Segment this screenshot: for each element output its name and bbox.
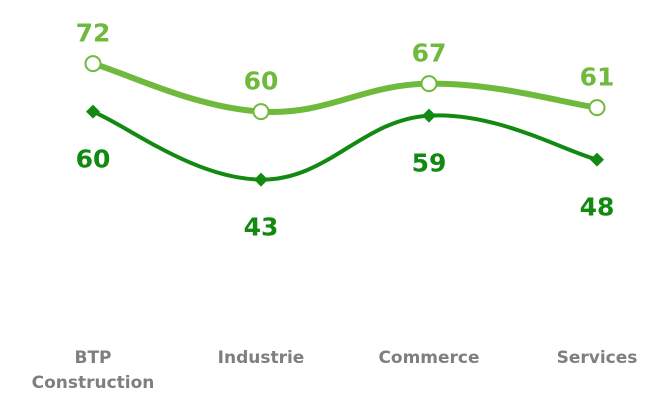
series-2-data-label-2: 43 xyxy=(244,213,279,242)
series-lines xyxy=(90,60,600,182)
category-axis-labels: BTP Construction Industrie Commerce Services xyxy=(32,348,638,393)
series-1-point-1 xyxy=(84,55,102,73)
series-1-point-3 xyxy=(420,75,438,93)
series-1-data-label-1: 72 xyxy=(76,19,111,48)
series-2-data-label-3: 59 xyxy=(412,149,447,178)
series-2-point-3 xyxy=(422,108,436,123)
series-2-line xyxy=(91,109,599,182)
category-label-1: BTP Construction xyxy=(32,348,155,393)
series-markers xyxy=(84,55,606,187)
series-1-point-2 xyxy=(252,103,270,121)
series-2-data-label-4: 48 xyxy=(580,193,615,222)
category-label-2: Industrie xyxy=(218,348,305,368)
series-1-line xyxy=(90,60,600,115)
series-1-data-label-4: 61 xyxy=(580,63,615,92)
series-2-point-1 xyxy=(86,104,100,119)
series-2-data-label-1: 60 xyxy=(76,145,111,174)
category-label-4: Services xyxy=(557,348,638,368)
series-2-point-4 xyxy=(590,152,604,167)
series-1-point-4 xyxy=(588,99,606,117)
data-labels: 72 60 67 61 60 43 59 48 xyxy=(76,19,615,242)
category-label-3: Commerce xyxy=(378,348,479,368)
series-1-data-label-3: 67 xyxy=(412,39,447,68)
series-2-point-2 xyxy=(254,172,268,187)
series-1-data-label-2: 60 xyxy=(244,67,279,96)
